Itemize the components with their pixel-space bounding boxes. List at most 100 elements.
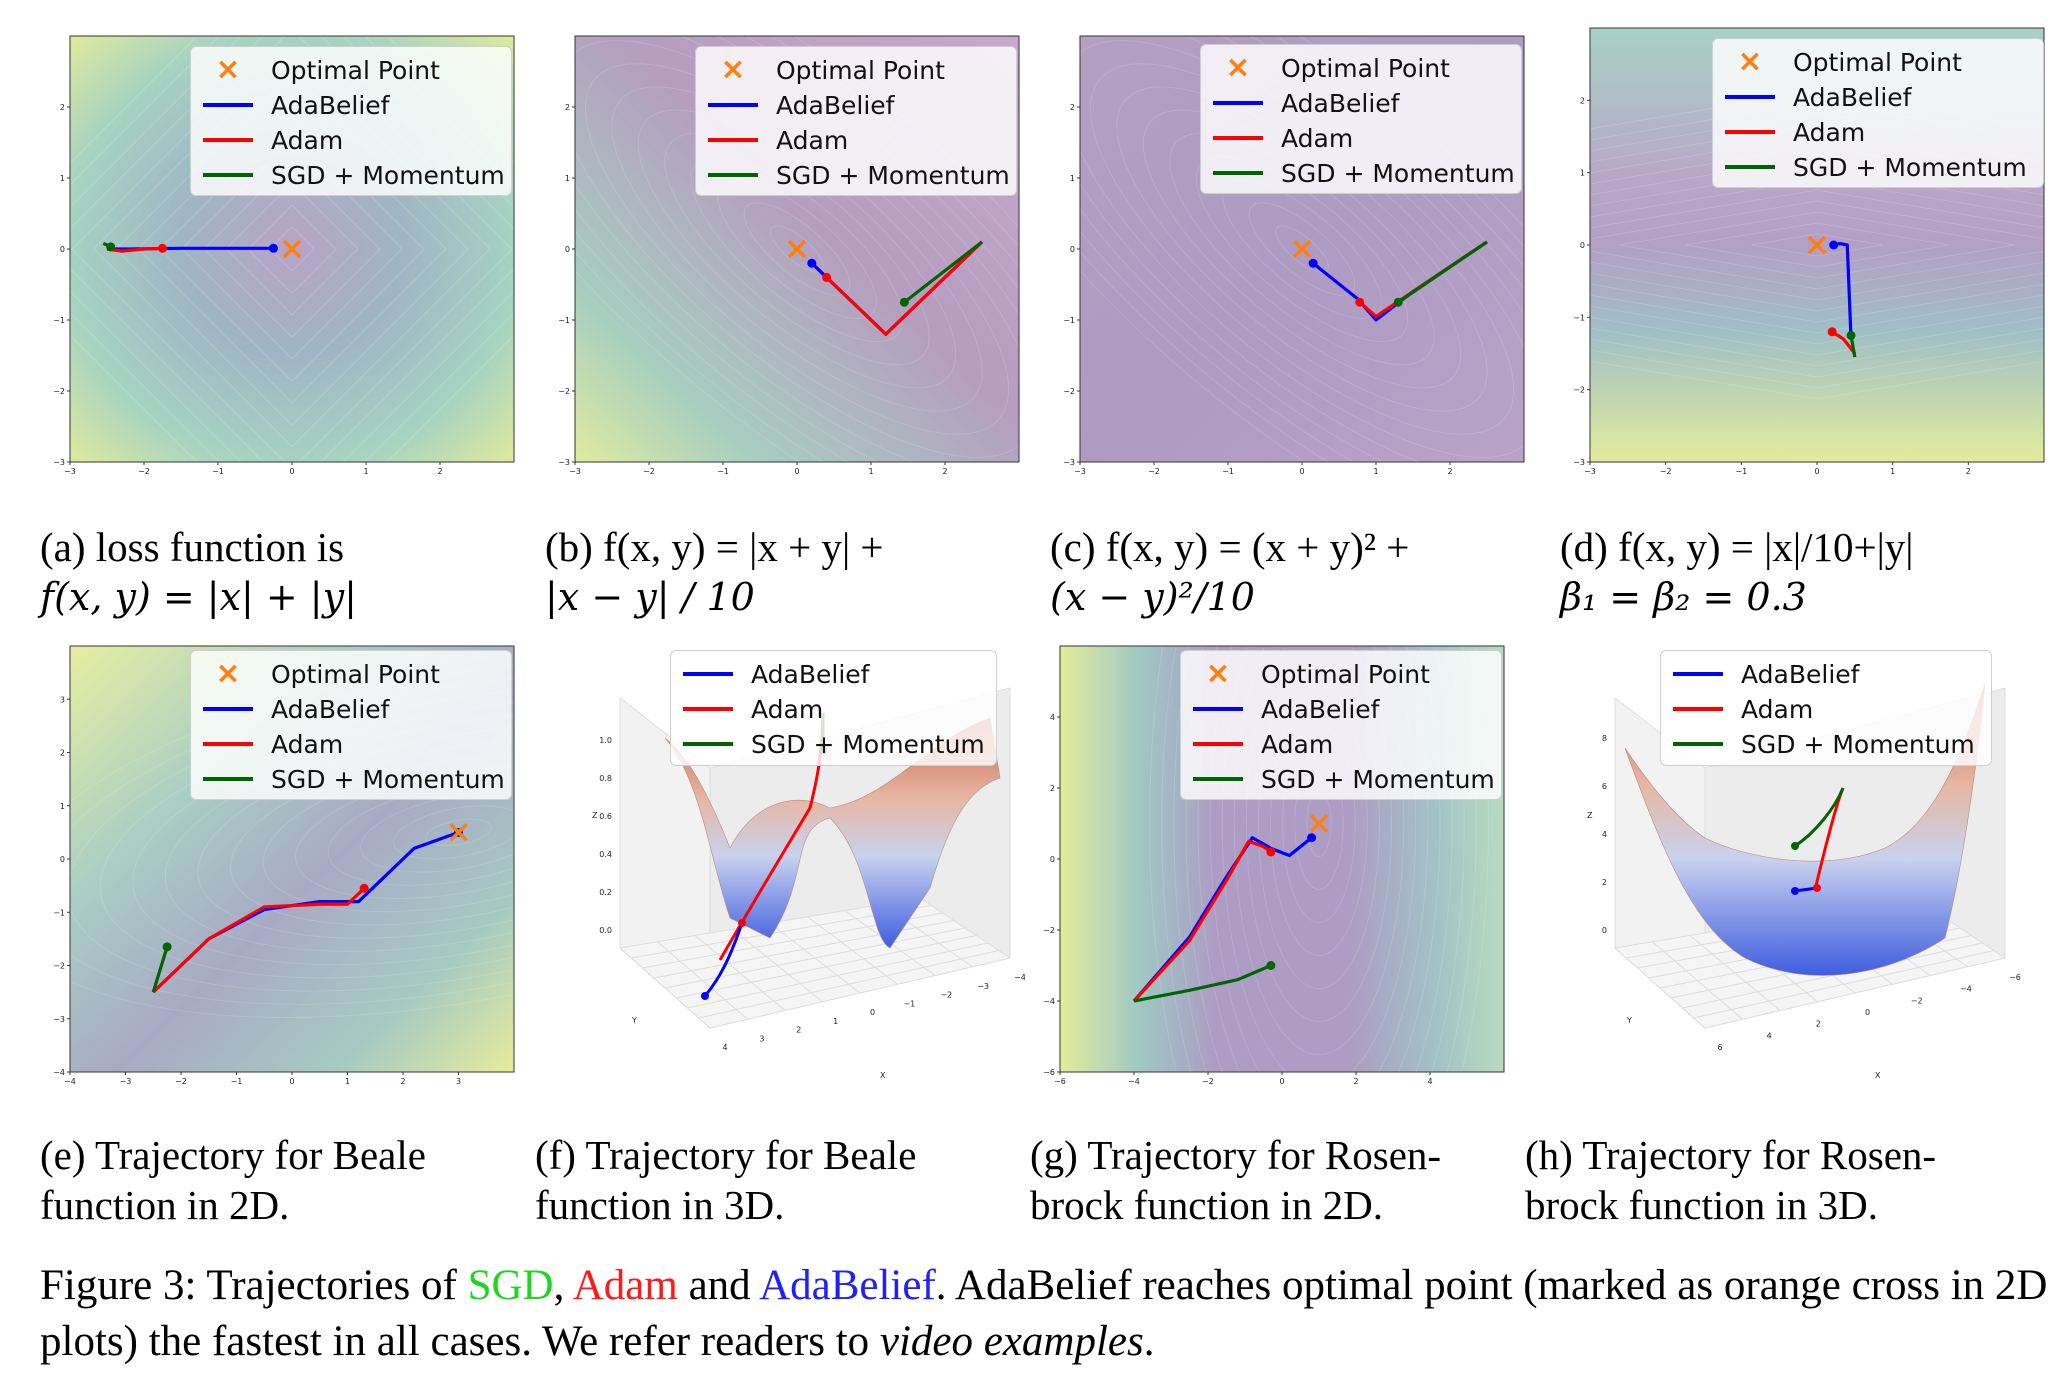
panel-b: −3 −2 −1 0 1 2 −3 −2 −1 0 1 2 × Optimal Point AdaBeli… <box>545 28 1025 480</box>
trajectory-endpoint <box>701 992 709 1000</box>
x-tick-label: 4 <box>1427 1077 1432 1086</box>
x-tick-label: −2 <box>940 991 952 1000</box>
z-tick-label: 2 <box>1602 878 1607 887</box>
y-tick-label: −1 <box>1573 313 1585 322</box>
x-tick-label: 3 <box>759 1034 764 1043</box>
panel-c: −3 −2 −1 0 1 2 −3 −2 −1 0 1 2 × Optimal Point AdaBeli… <box>1050 28 1530 480</box>
x-tick-label: −1 <box>1735 467 1747 476</box>
contour-line <box>1169 132 1435 366</box>
y-tick-label: 0 <box>60 245 65 254</box>
contour-line <box>1684 222 1950 268</box>
x-axis-label: X <box>1875 1071 1881 1080</box>
legend-entry-adam: Adam <box>671 692 823 726</box>
y-tick-label: 1 <box>60 802 65 811</box>
trajectory-sgd-momentum <box>903 240 983 304</box>
x-tick-label: 0 <box>1814 467 1819 476</box>
cross-icon: × <box>1225 50 1251 85</box>
trajectory-endpoint <box>1266 847 1276 857</box>
x-tick-label: −2 <box>643 467 655 476</box>
cross-icon: × <box>1205 656 1231 691</box>
y-tick-label: −3 <box>53 458 65 467</box>
legend-label: Adam <box>751 694 824 724</box>
optimal-point-marker <box>787 239 807 259</box>
x-tick-label: 4 <box>1767 1031 1772 1040</box>
optimal-point-marker <box>282 239 302 259</box>
contour-line <box>743 202 851 296</box>
legend-entry-adabelief: AdaBelief <box>1201 86 1399 120</box>
trajectory-endpoint <box>1829 240 1839 250</box>
contour-line <box>1161 638 1477 1090</box>
contour-line <box>1560 167 2050 323</box>
x-tick-label: 2 <box>1353 1077 1358 1086</box>
trajectory-endpoint <box>1393 297 1403 307</box>
trajectory-endpoint <box>1307 833 1317 843</box>
legend-entry-optimal: × Optimal Point <box>696 53 945 87</box>
y-tick-label: 0 <box>60 855 65 864</box>
legend-entry-adam: Adam <box>696 123 848 157</box>
legend-label: Optimal Point <box>271 659 440 689</box>
caption-adam: Adam <box>572 1262 678 1309</box>
cross-icon: × <box>215 52 241 87</box>
legend-entry-adam: Adam <box>1201 121 1353 155</box>
trajectory-endpoint <box>1846 330 1856 340</box>
caption-a: (a) loss function is f(x, y) = |x| + |y| <box>40 524 357 619</box>
z-axis-label: Z <box>1587 811 1593 820</box>
contour-line <box>1221 638 1417 1088</box>
y-tick-label: 0 <box>1580 241 1585 250</box>
x-tick-label: 1 <box>1373 467 1378 476</box>
x-tick-label: −1 <box>212 467 224 476</box>
legend-c: × Optimal Point AdaBelief Adam SGD + Momentu… <box>1200 44 1522 194</box>
contour-line <box>1560 178 2050 312</box>
grid-line <box>769 922 861 994</box>
legend-a: × Optimal Point AdaBelief Adam SGD + Momentu… <box>190 46 512 196</box>
legend-entry-sgd: SGD + Momentum <box>696 158 1010 192</box>
z-tick-label: 1.0 <box>599 736 612 745</box>
legend-swatch <box>708 138 758 142</box>
caption-b: (b) f(x, y) = |x + y| + |x − y| / 10 <box>545 524 884 619</box>
legend-swatch <box>1673 707 1723 711</box>
panel-a: −3 −2 −1 0 1 2 −3 −2 −1 0 1 2 × Optimal Point AdaBeli… <box>40 28 520 480</box>
legend-label: SGD + Momentum <box>1261 764 1495 794</box>
z-tick-label: 8 <box>1602 734 1607 743</box>
x-tick-label: −1 <box>717 467 729 476</box>
trajectory-endpoint <box>106 242 116 252</box>
legend-e: × Optimal Point AdaBelief Adam SGD + Momentu… <box>190 650 512 800</box>
x-tick-label: −2 <box>138 467 150 476</box>
legend-entry-adabelief: AdaBelief <box>191 692 389 726</box>
x-tick-label: 1 <box>363 467 368 476</box>
x-tick-label: −4 <box>64 1077 76 1086</box>
panel-h: 0 2 4 6 8 6 4 2 0 −2 −4 −6 Z X Y AdaBelief Adam SGD + Mo… <box>1545 638 2045 1090</box>
y-tick-label: −2 <box>53 962 65 971</box>
plot-h: 0 2 4 6 8 6 4 2 0 −2 −4 −6 Z X Y <box>1587 682 2021 1080</box>
trajectory-endpoint <box>1308 258 1318 268</box>
legend-label: Optimal Point <box>1281 53 1450 83</box>
y-tick-label: 2 <box>60 749 65 758</box>
x-tick-label: 6 <box>1717 1043 1722 1052</box>
panel-g: −6 −4 −2 0 2 4 −6 −4 −2 0 2 4 × Optimal Point AdaBeli… <box>1030 638 1510 1090</box>
x-tick-label: 2 <box>796 1026 801 1035</box>
legend-label: Adam <box>776 125 849 155</box>
x-tick-label: 1 <box>833 1017 838 1026</box>
cross-icon: × <box>215 656 241 691</box>
x-tick-label: 0 <box>1299 467 1304 476</box>
legend-label: Adam <box>271 125 344 155</box>
trajectory-endpoint <box>1827 327 1837 337</box>
caption-h: (h) Trajectory for Rosen-brock function … <box>1525 1132 1937 1228</box>
trajectory-endpoint <box>269 243 278 253</box>
contour-line <box>392 805 520 860</box>
x-tick-label: 0 <box>1865 1008 1870 1017</box>
z-tick-label: 0.2 <box>599 888 612 897</box>
legend-entry-optimal: × Optimal Point <box>1713 45 1962 79</box>
legend-swatch <box>1213 171 1263 175</box>
contour-line <box>1560 156 2050 334</box>
x-tick-label: 0 <box>794 467 799 476</box>
legend-b: × Optimal Point AdaBelief Adam SGD + Momentu… <box>695 46 1017 196</box>
z-tick-label: 0.8 <box>599 774 612 783</box>
contour-line <box>1149 638 1489 1090</box>
y-tick-label: 1 <box>1070 174 1075 183</box>
trajectory-endpoint <box>1791 842 1799 850</box>
legend-d: × Optimal Point AdaBelief Adam SGD + Momentu… <box>1712 38 2044 188</box>
trajectory-endpoint <box>1266 961 1276 970</box>
trajectory-adam <box>152 887 366 994</box>
trajectory-sgd-momentum <box>1794 787 1845 848</box>
